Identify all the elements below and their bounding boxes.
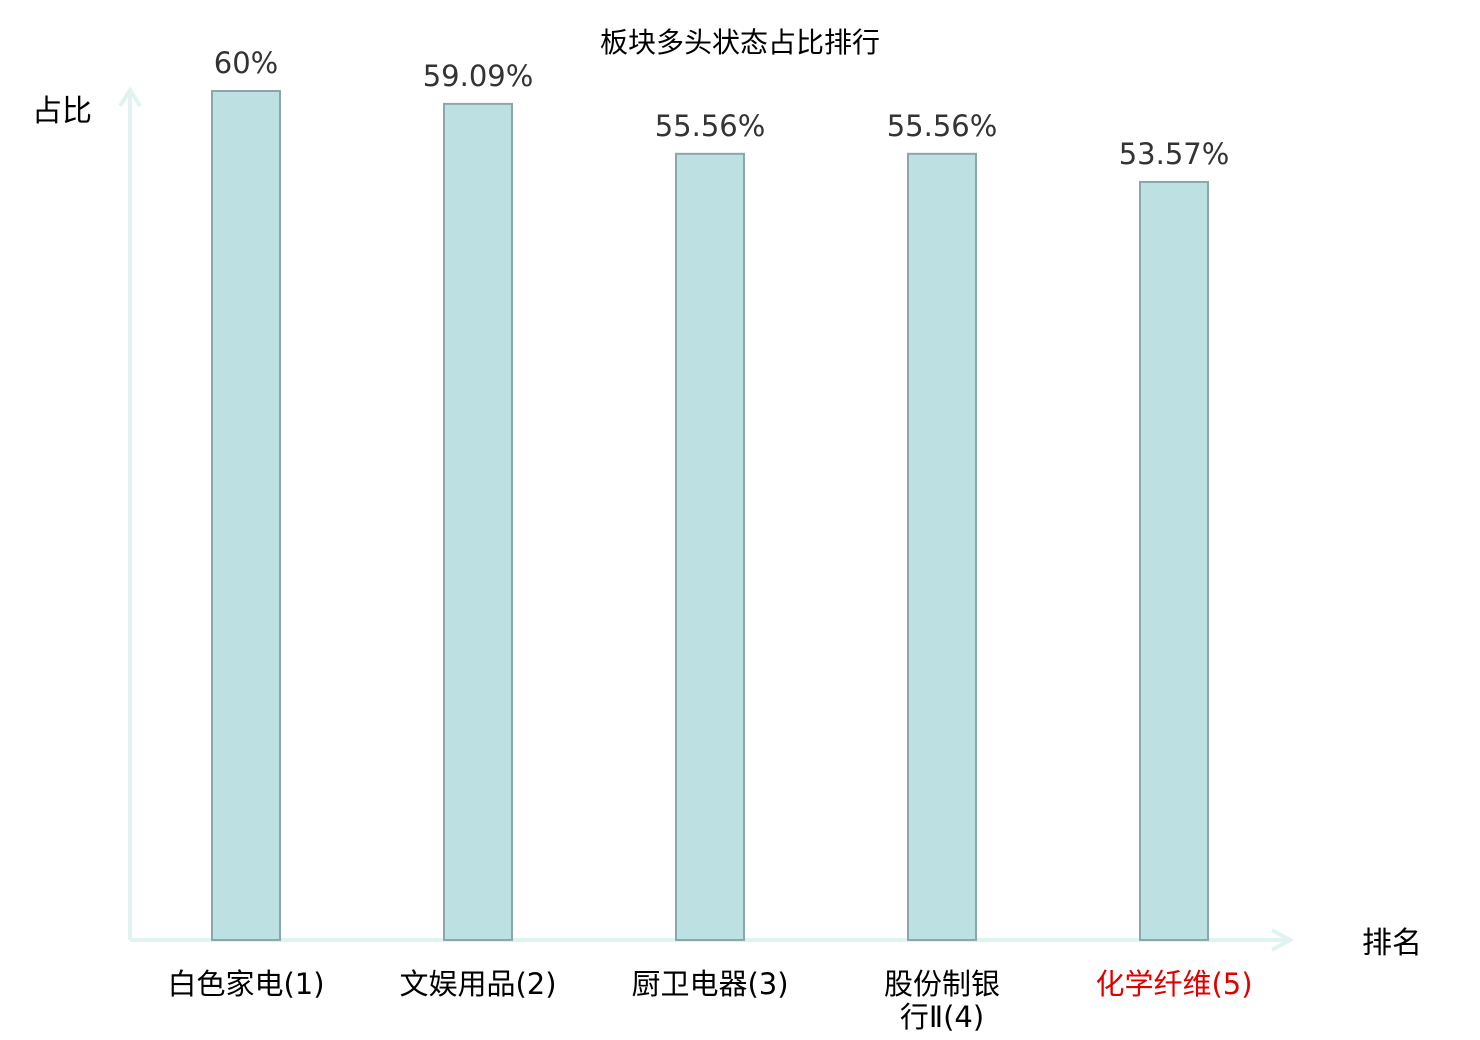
- category-label-4-line-1: 股份制银: [884, 967, 1000, 1001]
- x-axis-label: 排名: [1362, 926, 1422, 961]
- x-axis: 排名: [130, 926, 1422, 961]
- value-labels: 60% 59.09% 55.56% 55.56% 53.57%: [214, 46, 1230, 171]
- value-label-1: 60%: [214, 46, 278, 80]
- value-label-5: 53.57%: [1119, 137, 1230, 171]
- bar-5: [1139, 180, 1209, 941]
- category-label-3: 厨卫电器(3): [631, 967, 788, 1001]
- y-axis: 占比: [32, 86, 142, 940]
- category-label-5: 化学纤维(5): [1095, 967, 1252, 1001]
- y-axis-arrow: [118, 86, 142, 108]
- category-label-2: 文娱用品(2): [399, 967, 556, 1001]
- bar-2: [443, 102, 513, 941]
- chart-title: 板块多头状态占比排行: [600, 26, 880, 59]
- bar-4: [907, 152, 977, 942]
- value-label-4: 55.56%: [887, 109, 998, 143]
- bar-3: [675, 152, 745, 942]
- bars: [211, 90, 1209, 942]
- bar-1: [211, 90, 281, 941]
- category-label-4-line-2: 行Ⅱ(4): [900, 1000, 984, 1034]
- value-label-3: 55.56%: [655, 109, 766, 143]
- x-axis-arrow: [1271, 928, 1295, 952]
- category-label-1: 白色家电(1): [167, 967, 324, 1001]
- value-label-2: 59.09%: [423, 59, 534, 93]
- y-axis-label: 占比: [32, 94, 92, 129]
